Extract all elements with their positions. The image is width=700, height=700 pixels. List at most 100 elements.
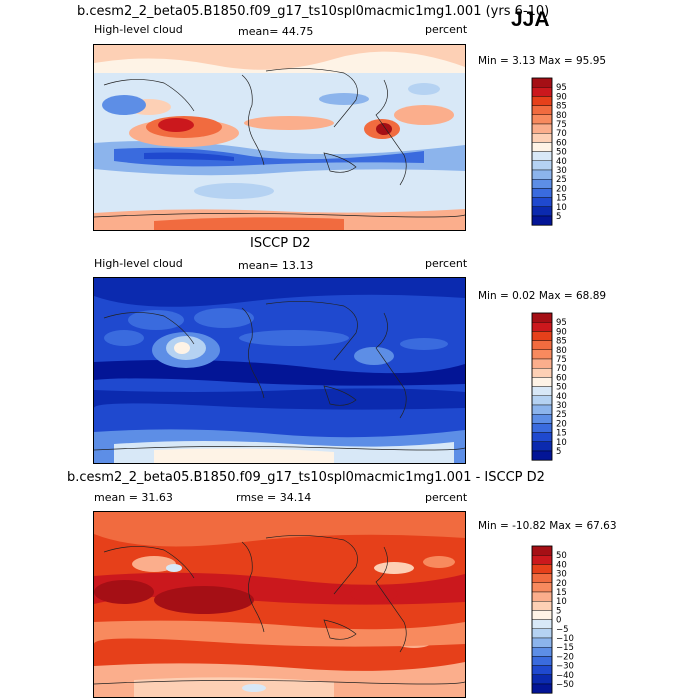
colorbar-diff: 50 40 30 20 15 10 5 0 −5 −10 −15 −20 −30 −40 −50 [531,545,574,694]
colorbar-swatch [531,178,553,189]
colorbar-swatch [531,133,553,143]
colorbar-swatch [531,151,553,161]
minmax-label: Min = -10.82 Max = 67.63 [478,520,617,532]
colorbar-swatch [531,386,553,396]
colorbar-swatch [531,564,553,574]
colorbar-tick-label: 15 [556,194,567,204]
colorbar-tick-label: 5 [556,447,561,457]
colorbar-tick-label: 75 [556,120,567,130]
colorbar-tick-label: −40 [556,671,574,681]
colorbar-tick-label: 30 [556,166,567,176]
colorbar-swatch [531,197,553,207]
colorbar-tick-label: 75 [556,355,567,365]
colorbar-tick-label: −10 [556,634,574,644]
colorbar-swatch [531,545,553,556]
colorbar-swatch [531,160,553,171]
colorbar-tick-label: 70 [556,364,567,374]
mean-label: mean= 44.75 [238,25,314,38]
rmse-label: rmse = 34.14 [236,491,312,504]
colorbar-swatch [531,215,553,226]
map-obs [93,277,466,464]
colorbar-tick-label: 20 [556,579,567,589]
colorbar-swatch [531,86,553,97]
colorbar-tick-label: 5 [556,212,561,222]
colorbar-tick-label: 80 [556,111,567,121]
colorbar-swatch [531,619,553,629]
colorbar-tick-label: 10 [556,438,567,448]
colorbar-tick-label: 30 [556,401,567,411]
colorbar-swatch [531,123,553,134]
colorbar-frame [531,77,553,226]
colorbar-swatch [531,404,553,415]
units-label: percent [425,257,468,270]
colorbar-tick-label: 90 [556,92,567,102]
colorbar-swatch [531,646,553,657]
colorbar-swatch [531,358,553,369]
colorbar-tick-label: 50 [556,383,567,393]
colorbar-tick-label: 90 [556,327,567,337]
colorbar-tick-label: 70 [556,129,567,139]
variable-label: High-level cloud [94,257,183,270]
colorbar-tick-label: −15 [556,643,574,653]
colorbar-swatch [531,450,553,461]
mean-label: mean= 13.13 [238,259,314,272]
season-label: JJA [511,8,550,31]
colorbar-swatch [531,105,553,116]
map-model [93,44,466,231]
colorbar-frame [531,312,553,461]
colorbar-swatch [531,312,553,323]
colorbar-model: 95 90 85 80 75 70 60 50 40 30 25 20 15 10 5 [531,77,572,226]
colorbar-swatch [531,441,553,452]
colorbar-tick-label: 20 [556,184,567,194]
colorbar-tick-label: 5 [556,606,561,616]
units-label: percent [425,23,468,36]
colorbar-obs: 95 90 85 80 75 70 60 50 40 30 25 20 15 10 5 [531,312,572,461]
colorbar-tick-label: −30 [556,662,574,672]
model-field-plot [94,45,465,230]
map-diff [93,511,466,698]
colorbar-swatch [531,413,553,424]
colorbar-tick-label: 0 [556,616,561,626]
colorbar-tick-label: 50 [556,148,567,158]
colorbar-tick-label: 40 [556,560,567,570]
colorbar-swatch [531,142,553,152]
colorbar-tick-label: 15 [556,588,567,598]
colorbar-tick-label: −50 [556,680,574,690]
units-label: percent [425,491,468,504]
obs-field-plot [94,278,465,463]
panel-title-diff: b.cesm2_2_beta05.B1850.f09_g17_ts10spl0m… [67,470,545,485]
colorbar-swatch [531,331,553,341]
minmax-label: Min = 0.02 Max = 68.89 [478,290,607,302]
colorbar-swatch [531,377,553,387]
panel-title-model: b.cesm2_2_beta05.B1850.f09_g17_ts10spl0m… [77,4,550,19]
colorbar-swatch [531,77,553,88]
colorbar-swatch [531,368,553,378]
colorbar-tick-label: 20 [556,419,567,429]
colorbar-swatch [531,601,553,611]
colorbar-swatch [531,637,553,648]
colorbar-swatch [531,114,553,125]
colorbar-swatch [531,340,553,351]
colorbar-frame [531,545,553,694]
colorbar-tick-label: 85 [556,102,567,112]
colorbar-tick-label: 50 [556,551,567,561]
colorbar-swatch [531,554,553,565]
colorbar-swatch [531,96,553,106]
colorbar-swatch [531,610,553,620]
colorbar-tick-label: 10 [556,597,567,607]
colorbar-swatch [531,628,553,639]
colorbar-swatch [531,432,553,442]
colorbar-swatch [531,573,553,584]
colorbar-tick-label: 30 [556,570,567,580]
colorbar-swatch [531,188,553,198]
colorbar-swatch [531,674,553,685]
colorbar-tick-label: 25 [556,175,567,185]
colorbar-tick-label: 40 [556,157,567,167]
colorbar-tick-label: −20 [556,652,574,662]
colorbar-swatch [531,169,553,180]
variable-label: High-level cloud [94,23,183,36]
colorbar-swatch [531,683,553,694]
colorbar-tick-label: 40 [556,392,567,402]
